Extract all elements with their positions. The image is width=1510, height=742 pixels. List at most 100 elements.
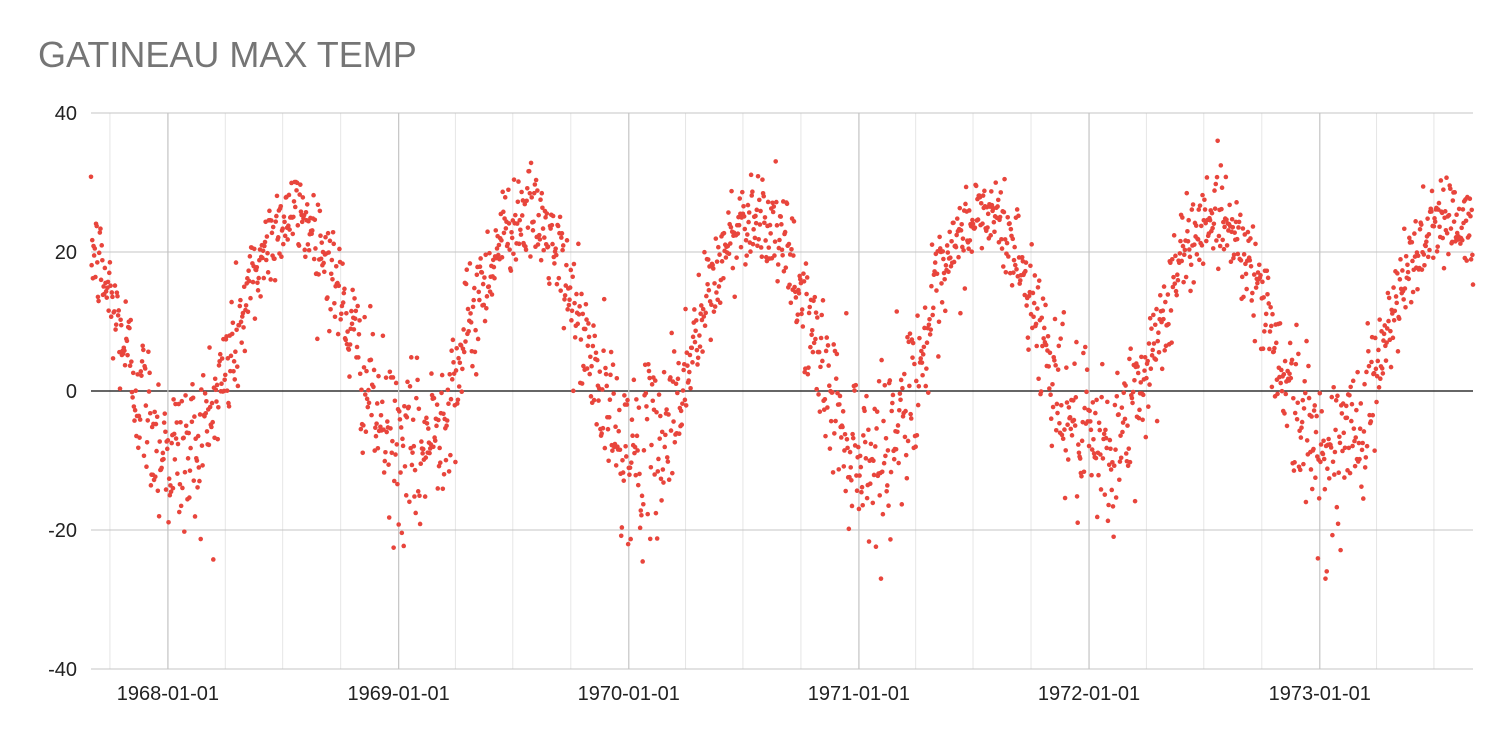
data-point [603,371,609,377]
data-point [225,356,231,361]
data-point [1364,443,1370,449]
data-point [1105,518,1111,524]
data-point [903,452,909,458]
data-point [176,509,182,515]
data-point [943,263,949,268]
data-point [1232,230,1237,235]
data-point [1135,370,1141,376]
data-point [415,489,421,494]
data-point [325,230,331,236]
data-point [210,419,215,425]
data-point [1091,437,1096,442]
data-point [1041,325,1047,331]
data-point [1349,418,1354,424]
data-point [1239,274,1245,280]
data-point [250,279,256,285]
data-point [258,294,263,299]
data-point [800,324,806,329]
data-point [1006,254,1011,259]
data-point [1358,401,1364,406]
data-point [620,470,626,475]
data-point [1301,461,1306,467]
data-point [1391,285,1396,290]
data-point [1287,371,1292,377]
data-point [363,429,369,434]
data-point [1191,280,1196,285]
data-point [1011,270,1016,275]
data-point [1291,395,1296,401]
data-point [576,312,582,317]
data-point [262,239,268,245]
data-point [637,525,643,531]
data-point [1291,468,1297,473]
data-point [1294,322,1299,328]
data-point [687,352,693,358]
data-point [91,253,97,258]
data-point [737,196,743,201]
data-point [1267,346,1272,352]
data-point [412,467,418,473]
data-point [173,401,178,407]
data-point [355,303,360,309]
data-point [1008,226,1014,232]
data-point [991,219,997,225]
data-point [712,281,717,286]
data-point [863,456,869,461]
data-point [896,407,902,413]
data-point [300,195,306,200]
data-point [692,307,697,312]
data-point [941,256,946,262]
data-point [1359,447,1365,453]
data-point [1253,241,1258,247]
data-point [545,244,551,249]
data-point [702,323,708,329]
data-point [450,337,456,343]
data-point [397,409,402,414]
data-point [1052,358,1057,363]
data-point [1055,410,1060,416]
data-point [761,193,767,199]
data-point [668,375,673,380]
data-point [296,243,302,248]
data-point [876,378,882,384]
data-point [1306,395,1312,401]
data-point [1088,427,1094,433]
data-point [136,413,142,419]
data-point [1348,384,1353,390]
data-point [732,294,738,300]
data-point [304,202,310,207]
data-point [1202,197,1207,203]
data-point [1024,303,1029,308]
data-point [1179,258,1185,264]
data-point [944,243,950,248]
data-point [1292,410,1298,416]
data-point [1012,244,1017,250]
data-point [95,260,100,265]
data-point [104,295,110,300]
data-point [623,443,628,449]
data-point [1337,434,1342,440]
data-point [699,317,705,323]
data-point [455,401,460,406]
data-point [410,450,415,455]
data-point [881,418,886,424]
data-point [507,247,512,252]
data-point [560,247,565,253]
data-point [1302,378,1307,384]
data-point [431,444,436,450]
data-point [407,384,413,389]
data-point [1253,285,1259,290]
data-point [1104,445,1109,451]
data-point [197,478,202,484]
data-point [1110,459,1115,465]
data-point [520,198,526,203]
data-point [601,296,607,302]
data-point [1123,451,1129,456]
data-point [1321,438,1326,444]
data-point [809,332,814,338]
data-point [159,465,164,471]
data-point [118,322,124,328]
data-point [1249,298,1254,303]
data-point [1283,391,1289,397]
data-point [1035,306,1040,311]
